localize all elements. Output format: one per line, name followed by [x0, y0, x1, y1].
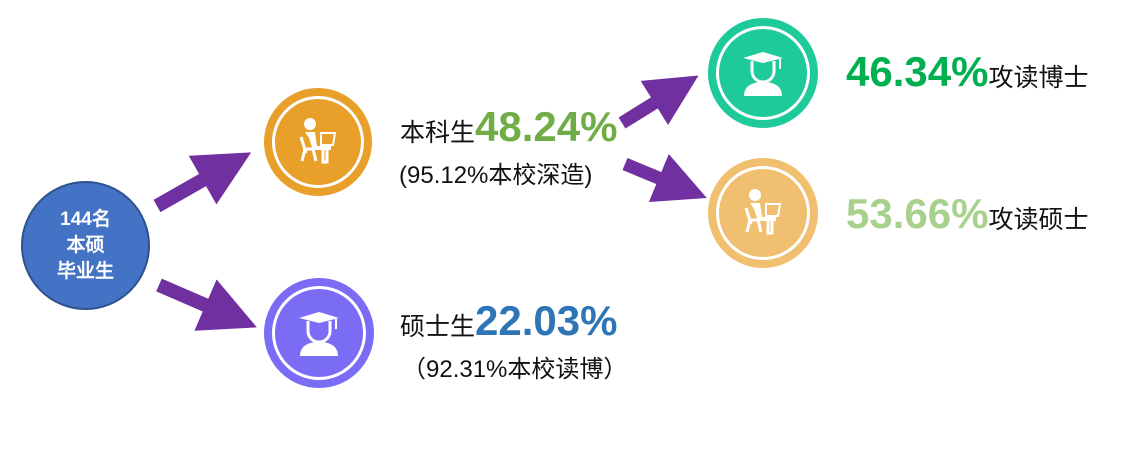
root-line-3: 毕业生 [56, 260, 114, 282]
master-path-label: 攻读硕士 [988, 206, 1089, 234]
student-at-desk-icon [299, 118, 337, 164]
phd-headline: 46.34%攻读博士 [846, 48, 1088, 96]
undergrad-sub: (95.12%本校深造) [399, 162, 593, 189]
master-percent: 22.03% [475, 297, 618, 344]
master-label: 硕士生 [400, 313, 476, 341]
master-headline: 硕士生22.03% [400, 297, 617, 345]
arrow-to-master [156, 278, 257, 331]
master-path-headline: 53.66%攻读硕士 [846, 190, 1088, 238]
root-line-2: 本硕 [66, 234, 105, 256]
arrow-to-master-path [622, 154, 707, 203]
student-at-desk-icon [744, 189, 782, 235]
undergrad-icon-circle [264, 88, 372, 196]
undergrad-label: 本科生 [400, 119, 476, 147]
arrow-to-phd [618, 75, 699, 129]
root-line-1: 144名 [60, 208, 111, 230]
master-icon-circle [264, 278, 374, 388]
phd-percent: 46.34% [846, 48, 989, 95]
graduates-circle: 144名 本硕 毕业生 [21, 181, 150, 310]
phd-icon-circle [708, 18, 818, 128]
arrow-to-undergrad [153, 152, 252, 213]
undergrad-percent: 48.24% [475, 103, 618, 150]
graduate-icon [299, 312, 339, 356]
undergrad-headline: 本科生48.24% [400, 103, 617, 151]
master-path-percent: 53.66% [846, 190, 989, 237]
graduate-icon [743, 52, 783, 96]
master-sub: （92.31%本校读博） [402, 356, 628, 383]
master-path-icon-circle [708, 158, 818, 268]
phd-label: 攻读博士 [988, 64, 1089, 92]
